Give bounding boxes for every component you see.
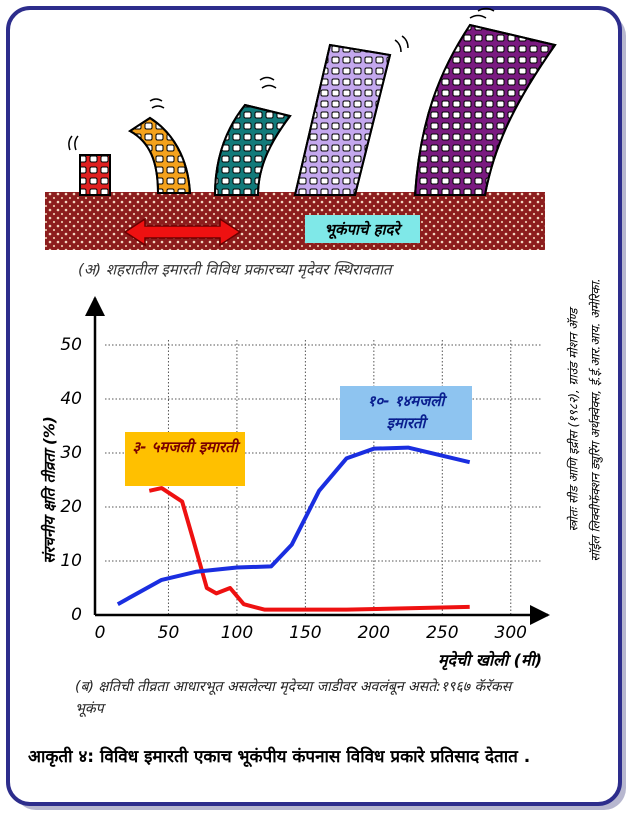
x-tick-label: 200 (358, 623, 390, 643)
series-label: ३- ५मजली इमारती (125, 432, 245, 486)
x-tick-label: 50 (158, 623, 180, 643)
y-tick-label: 30 (60, 443, 82, 463)
y-tick-label: 0 (71, 605, 82, 625)
figure-caption: आकृती ४: विविध इमारती एकाच भूकंपीय कंपना… (28, 744, 588, 770)
source-note: स्त्रोतः सीड आणि इद्रीस (१९८२), ग्राउंड … (567, 306, 581, 532)
soil (45, 192, 545, 250)
x-tick-label: 150 (289, 623, 321, 643)
x-tick-label: 100 (221, 623, 253, 643)
y-tick-label: 40 (60, 389, 82, 409)
y-tick-label: 10 (60, 551, 82, 571)
y-tick-label: 50 (60, 335, 82, 355)
x-tick-label: 0 (95, 623, 106, 643)
source-note: सॉईल लिक्वीफॅक्शन ड्युरिंग अर्थक्वेक्स, … (589, 278, 604, 561)
x-tick-label: 300 (495, 623, 527, 643)
chart-caption: (ब) क्षतिची तीव्रता आधारभूत असलेल्या मृद… (75, 676, 515, 720)
page: भूकंपाचे हादरे (अ) शहरातील इमारती विविध … (0, 0, 639, 819)
series-label: १०- १४मजली इमारती (340, 386, 472, 440)
illustration-caption: (अ) शहरातील इमारती विविध प्रकारच्या मृदे… (78, 261, 395, 280)
y-tick-label: 20 (60, 497, 82, 517)
x-axis-label: मृदेची खोली (मी) (438, 651, 542, 671)
shake-label: भूकंपाचे हादरे (324, 221, 403, 240)
y-axis-label: संरचनीय क्षति तीव्रता (%) (41, 416, 59, 564)
x-tick-label: 250 (426, 623, 458, 643)
